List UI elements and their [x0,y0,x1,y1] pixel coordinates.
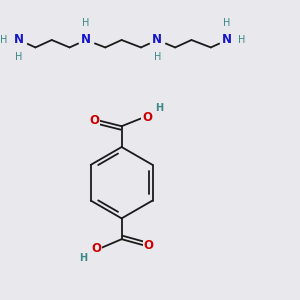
Text: O: O [143,239,153,252]
Text: N: N [14,34,24,46]
Text: O: O [90,114,100,127]
Text: N: N [222,34,232,46]
Text: N: N [81,34,91,46]
Text: H: H [0,35,8,45]
Text: H: H [15,52,23,62]
Text: H: H [224,17,231,28]
Text: H: H [238,35,246,45]
Text: H: H [154,52,161,62]
Text: N: N [152,34,162,46]
Text: H: H [79,253,87,262]
Text: H: H [156,103,164,113]
Text: O: O [91,242,101,255]
Text: H: H [82,17,90,28]
Text: O: O [142,111,152,124]
